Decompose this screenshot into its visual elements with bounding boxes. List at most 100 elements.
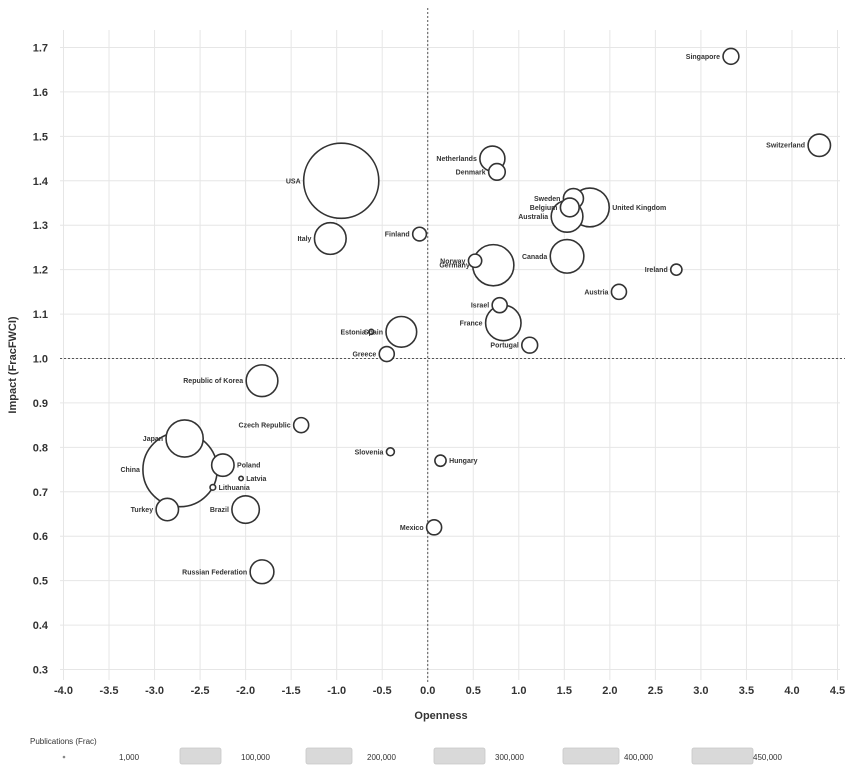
x-tick-label: -1.5 [282,685,301,697]
bubble-point [210,485,216,491]
bubble-point [386,317,417,348]
y-tick-label: 0.6 [33,531,48,543]
point-label: Belgium [530,205,558,212]
point-label: Turkey [131,507,154,514]
x-tick-label: 0.5 [466,685,481,697]
grid [60,30,840,680]
point-label: Poland [237,463,260,470]
legend: Publications (Frac) 1,000 100,000 200,000 3… [30,737,782,764]
bubble-point [808,134,830,156]
legend-label: 400,000 [624,753,653,762]
bubble-point [522,337,538,353]
y-tick-label: 0.3 [33,665,48,677]
bubble-point [468,254,481,267]
x-tick-label: 2.0 [602,685,617,697]
point-label: Netherlands [436,156,477,163]
legend-label: 1,000 [119,753,140,762]
point-label: Spain [364,329,383,336]
x-tick-label: 0.0 [420,685,435,697]
legend-title: Publications (Frac) [30,737,97,746]
x-tick-label: 3.5 [739,685,754,697]
legend-label: 100,000 [241,753,270,762]
point-label: Greece [352,352,376,359]
bubble-point [492,298,507,313]
bubble-point [246,365,278,397]
bubble-point [232,496,259,523]
point-label: Ireland [645,267,668,274]
point-label: China [120,467,140,474]
x-tick-label: -1.0 [327,685,346,697]
point-label: Slovenia [355,449,384,456]
bubble-point [489,164,506,181]
point-label: Portugal [490,343,518,350]
point-label: Japan [143,436,163,443]
y-tick-label: 1.5 [33,131,48,143]
legend-swatch [180,748,221,764]
point-label: Denmark [456,169,486,176]
point-label: Estonia [340,329,365,336]
y-tick-label: 1.0 [33,354,48,366]
x-tick-label: 1.5 [557,685,572,697]
bubble-point [427,520,442,535]
x-tick-label: -3.5 [100,685,119,697]
x-axis-title: Openness [414,710,467,722]
bubble-point [239,476,243,480]
x-tick-label: -2.5 [191,685,210,697]
y-tick-label: 1.1 [33,309,48,321]
y-tick-label: 0.4 [33,620,49,632]
bubble-point [250,560,274,584]
x-tick-label: 2.5 [648,685,663,697]
point-label: Switzerland [766,143,805,150]
point-label: Italy [297,236,311,243]
point-label: USA [286,178,301,185]
legend-label: 200,000 [367,753,396,762]
x-tick-label: -4.0 [54,685,73,697]
y-tick-label: 1.7 [33,43,48,55]
bubble-point [435,455,446,466]
x-tick-label: 4.0 [784,685,799,697]
legend-label: 300,000 [495,753,524,762]
bubble-point [212,454,234,476]
y-tick-label: 1.6 [33,87,48,99]
x-tick-label: 3.0 [693,685,708,697]
y-axis-title: Impact (FracFWCI) [7,316,19,414]
bubble-point [304,143,379,218]
x-tick-label: 4.5 [830,685,845,697]
bubble-point [386,448,394,456]
bubble-point [294,418,309,433]
y-tick-label: 0.7 [33,487,48,499]
point-label: Singapore [686,54,720,61]
legend-label: 450,000 [753,753,782,762]
point-label: Czech Republic [239,423,291,430]
bubble-point [611,284,626,299]
point-label: France [460,320,483,327]
legend-swatch [63,756,66,759]
point-label: Lithuania [219,485,250,492]
y-tick-label: 1.2 [33,265,48,277]
y-tick-label: 0.9 [33,398,48,410]
point-label: Latvia [246,476,266,483]
bubble-point [413,227,427,241]
legend-swatch [692,748,753,764]
bubble-point [723,48,739,64]
bubble-point [166,420,203,457]
point-label: Norway [440,258,465,265]
bubble-point [314,223,346,255]
point-label: Australia [518,214,548,221]
point-label: Republic of Korea [183,378,243,385]
legend-swatch [563,748,619,764]
bubble-point [156,498,178,520]
point-label: United Kingdom [612,205,666,212]
y-tick-label: 1.4 [33,176,49,188]
point-label: Sweden [534,196,560,203]
point-labels: USA China Germany United Kingdom Japan France… [120,54,805,576]
point-label: Canada [522,254,547,261]
point-label: Mexico [400,525,424,532]
y-tick-label: 0.5 [33,576,48,588]
point-label: Russian Federation [182,569,247,576]
point-label: Israel [471,303,489,310]
x-tick-label: -0.5 [373,685,392,697]
y-tick-label: 0.8 [33,442,48,454]
legend-swatch [306,748,352,764]
